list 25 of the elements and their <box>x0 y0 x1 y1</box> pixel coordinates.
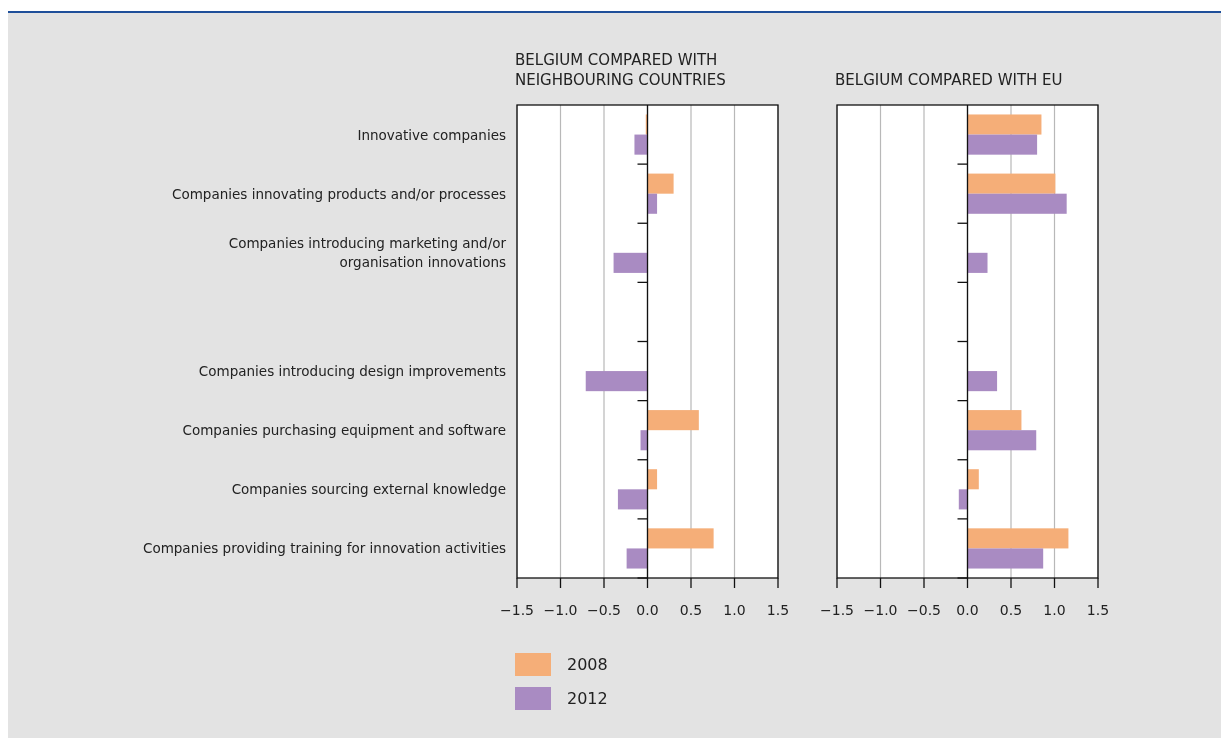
x-tick-label: 0.0 <box>636 602 659 618</box>
y-tick-label: Companies providing training for innovation activities <box>142 540 506 557</box>
legend-label: 2012 <box>567 689 608 708</box>
x-tick-label: 0.5 <box>999 602 1023 618</box>
x-tick-label: −1.0 <box>863 602 898 618</box>
y-tick-label: Companies introducing marketing and/or organisation innovations <box>228 235 507 271</box>
chart-title: BELGIUM COMPARED WITH NEIGHBOURING COUNTRIES <box>515 51 726 89</box>
x-tick-label: 1.0 <box>1043 602 1066 618</box>
x-tick-label: 1.5 <box>766 602 790 618</box>
y-tick-label: Companies introducing design improvements <box>198 363 506 380</box>
legend-label: 2008 <box>567 655 608 674</box>
y-tick-label: Companies sourcing external knowledge <box>231 481 506 498</box>
y-tick-label: Companies innovating products and/or processes <box>172 185 506 202</box>
y-tick-label: Companies purchasing equipment and software <box>182 422 506 439</box>
y-tick-label: Innovative companies <box>357 126 506 143</box>
x-tick-label: −0.5 <box>907 602 941 618</box>
x-tick-label: 1.0 <box>723 602 746 618</box>
x-tick-label: −0.5 <box>587 602 621 618</box>
x-tick-label: 1.5 <box>1086 602 1110 618</box>
x-tick-label: −1.0 <box>543 602 578 618</box>
chart-title: BELGIUM COMPARED WITH EU <box>835 71 1063 89</box>
x-tick-label: −1.5 <box>820 602 854 618</box>
x-tick-label: −1.5 <box>500 602 534 618</box>
x-tick-label: 0.0 <box>956 602 979 618</box>
x-tick-label: 0.5 <box>679 602 703 618</box>
